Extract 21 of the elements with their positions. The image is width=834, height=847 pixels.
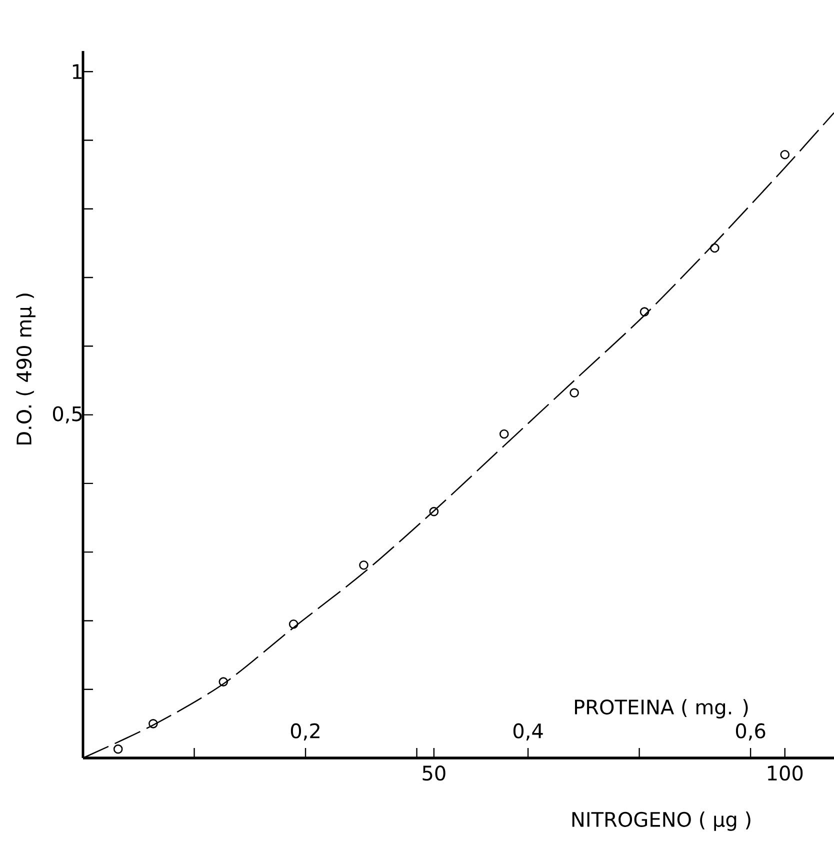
point [288, 620, 298, 629]
point [113, 744, 123, 754]
point [710, 243, 720, 253]
point [570, 388, 579, 398]
x2-tick-label: 0,6 [736, 723, 766, 740]
point [429, 506, 439, 516]
y-axis-title: D.O. ( 490 mμ ) [16, 294, 36, 444]
point [780, 150, 790, 160]
x-tick-label: 50 [422, 766, 446, 781]
point [359, 560, 368, 570]
point [640, 307, 650, 316]
x2-tick-label: 0,2 [290, 723, 320, 740]
x2-tick-label: 0,4 [513, 723, 543, 740]
point [148, 719, 158, 728]
y-tick-label: 0,5 [52, 406, 82, 424]
y-tick-label: 1 [72, 64, 82, 79]
point [499, 429, 509, 439]
x-tick-label: 100 [768, 766, 803, 781]
point [218, 677, 228, 686]
x-axis-title: NITROGENO ( μg ) [572, 812, 750, 831]
x2-axis-title: PROTEINA ( mg. ) [575, 699, 748, 718]
